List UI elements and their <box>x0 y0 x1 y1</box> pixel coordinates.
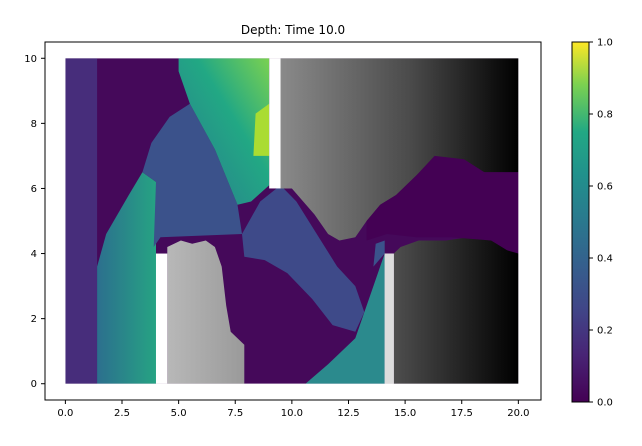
colorbar-tick-label: 0.2 <box>597 326 613 337</box>
x-tick-label: 7.5 <box>227 408 243 419</box>
colorbar <box>571 41 590 403</box>
x-tick-label: 10.0 <box>281 408 303 419</box>
water-gap-edge <box>373 240 385 267</box>
x-axis: 0.0 2.5 5.0 7.5 10.0 12.5 15.0 17.5 20.0 <box>57 400 529 419</box>
colorbar-axis: 0.0 0.2 0.4 0.6 0.8 1.0 <box>589 38 613 409</box>
y-tick-label: 2 <box>31 314 37 325</box>
margin-bottom <box>45 383 541 400</box>
x-tick-label: 17.5 <box>451 408 473 419</box>
chart-title: Depth: Time 10.0 <box>241 23 345 37</box>
water-bright-spot <box>253 103 270 156</box>
y-tick-label: 8 <box>31 119 37 130</box>
water-left-edge <box>65 58 98 384</box>
colorbar-tick-label: 0.8 <box>597 110 613 121</box>
x-tick-label: 5.0 <box>171 408 187 419</box>
water-mid-dome <box>142 103 242 247</box>
colorbar-tick-label: 0.6 <box>597 182 613 193</box>
water-channel <box>242 185 365 332</box>
margin-top <box>45 42 541 59</box>
y-axis: 0 2 4 6 8 10 <box>24 54 45 390</box>
water-right-tongue <box>366 155 519 254</box>
x-tick-label: 0.0 <box>57 408 73 419</box>
plot-frame <box>44 41 542 401</box>
margin-right <box>518 42 541 400</box>
gap-0 <box>155 253 168 384</box>
y-tick-label: 6 <box>31 184 37 195</box>
depth-field <box>45 42 541 400</box>
colorbar-tick-label: 0.0 <box>597 398 613 409</box>
x-tick-label: 20.0 <box>507 408 529 419</box>
water-left-slope <box>97 172 156 384</box>
colorbar-tick-label: 1.0 <box>597 38 613 49</box>
y-tick-label: 4 <box>31 249 37 260</box>
dry-region-upper-right <box>280 58 519 241</box>
water-top-band <box>178 58 270 205</box>
x-tick-label: 15.0 <box>394 408 416 419</box>
dry-region-lower-right <box>393 237 519 384</box>
y-tick-label: 0 <box>31 379 37 390</box>
margin-left <box>45 42 66 400</box>
x-tick-label: 2.5 <box>114 408 130 419</box>
gap-1 <box>269 58 281 189</box>
x-tick-label: 12.5 <box>337 408 359 419</box>
dry-region-left <box>167 240 245 384</box>
gap-edge-strip <box>384 253 394 384</box>
water-lower-right <box>305 253 385 384</box>
colorbar-tick-label: 0.4 <box>597 254 613 265</box>
y-tick-label: 10 <box>24 54 37 65</box>
